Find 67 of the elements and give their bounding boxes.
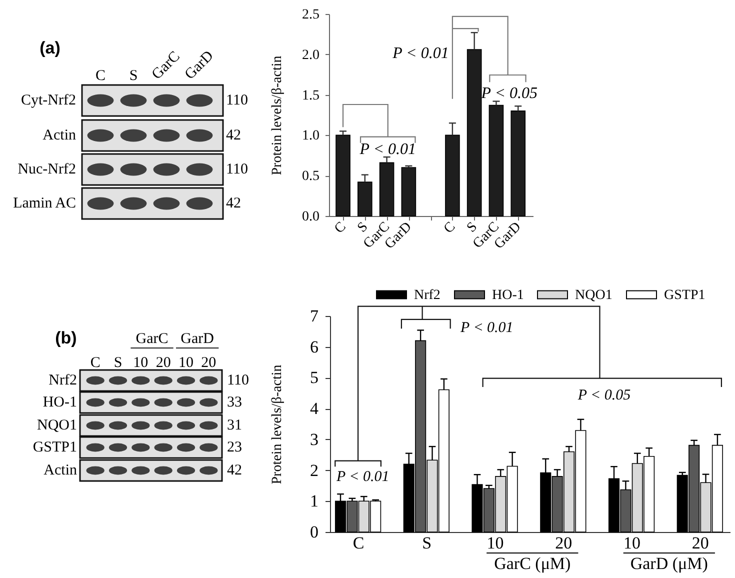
text: (b) (55, 328, 77, 348)
text: GarD (μM) (630, 554, 708, 573)
x-tick-label: S (422, 534, 432, 552)
annotation: P < 0.01 (335, 468, 390, 485)
category-label: Lamin AC (13, 196, 76, 212)
x-tick-label: 10 (486, 534, 504, 552)
y-axis-title: Protein levels/β-actin (270, 56, 285, 176)
category-label: S (114, 355, 122, 371)
category-label: NQO1 (37, 418, 77, 434)
y-axis-title: Protein levels/β-actin (270, 364, 285, 484)
y-tick-label: 7 (310, 306, 319, 326)
y-tick-label: 2.0 (302, 48, 320, 63)
category-label: 10 (133, 355, 148, 371)
category-label: 23 (227, 440, 242, 456)
y-tick-label: 2 (310, 460, 318, 480)
category-label: C (90, 355, 100, 371)
category-label: Nrf2 (48, 372, 77, 388)
category-label: C (95, 68, 106, 84)
annotation: P < 0.01 (392, 44, 449, 62)
category-label: HO-1 (42, 394, 77, 410)
annotation: P < 0.01 (358, 140, 416, 158)
category-label: 33 (227, 394, 242, 410)
category-label: 110 (226, 92, 248, 108)
text: GarD (180, 331, 214, 347)
text: GarC (μM) (494, 554, 571, 573)
legend-label: HO-1 (492, 288, 524, 303)
category-label: Nuc-Nrf2 (18, 162, 76, 178)
category-label: 42 (226, 196, 241, 212)
category-label: 42 (226, 128, 241, 144)
y-tick-label: 6 (310, 337, 318, 356)
x-tick-label: S (464, 220, 480, 236)
y-tick-label: 1.0 (302, 128, 320, 144)
legend-label: NQO1 (575, 288, 612, 303)
annotation: P < 0.05 (480, 85, 538, 102)
x-tick-label: C (441, 220, 459, 237)
category-label: 20 (201, 355, 216, 371)
category-label: 110 (227, 372, 249, 388)
y-tick-label: 5 (310, 368, 318, 388)
legend-label: GSTP1 (664, 288, 706, 303)
text: (a) (40, 38, 60, 58)
y-tick-label: 3 (310, 430, 318, 449)
y-tick-label: 1 (310, 492, 318, 511)
category-label: 31 (227, 418, 242, 434)
y-tick-label: 0 (310, 522, 318, 542)
category-label: S (129, 68, 138, 84)
y-tick-label: 0.0 (302, 210, 320, 224)
legend-label: Nrf2 (414, 288, 440, 303)
category-label: 20 (156, 355, 171, 371)
x-tick-label: 20 (692, 534, 709, 552)
x-tick-label: C (332, 220, 350, 237)
x-tick-label: C (352, 534, 364, 552)
category-label: Cyt-Nrf2 (21, 92, 76, 108)
annotation: P < 0.05 (576, 388, 632, 404)
x-tick-label: 10 (624, 534, 641, 552)
category-label: Actin (44, 462, 77, 478)
category-label: GSTP1 (32, 440, 77, 456)
text: GarC (136, 331, 168, 347)
category-label: 42 (227, 462, 242, 478)
y-tick-label: 4 (310, 399, 319, 418)
y-tick-label: 2.5 (302, 8, 320, 22)
y-tick-label: 1.5 (302, 88, 320, 104)
category-label: Actin (42, 128, 76, 144)
category-label: 10 (178, 355, 194, 371)
y-tick-label: 0.5 (302, 169, 320, 184)
category-label: 110 (226, 162, 248, 178)
x-tick-label: 20 (555, 534, 572, 552)
annotation: P < 0.01 (460, 320, 514, 336)
